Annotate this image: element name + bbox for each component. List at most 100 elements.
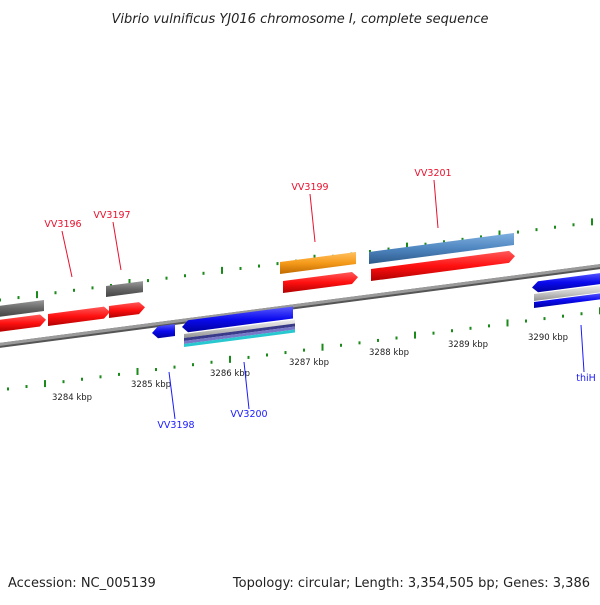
lower-tick	[562, 314, 564, 318]
upper-tick	[202, 271, 205, 275]
gene-label: VV3196	[44, 219, 81, 230]
upper-tick	[572, 223, 575, 227]
gene-leader-line	[309, 193, 316, 243]
gene-label: thiH	[576, 373, 596, 384]
misc-feature	[184, 323, 295, 341]
lower-tick	[358, 341, 361, 345]
kbp-label: 3288 kbp	[369, 348, 409, 358]
gene-leader-line	[112, 221, 122, 271]
upper-tick	[17, 296, 20, 300]
summary-text: Topology: circular; Length: 3,354,505 bp…	[232, 576, 590, 591]
forward-cds	[109, 302, 145, 318]
rna-feature	[0, 299, 44, 317]
lower-tick	[506, 319, 509, 327]
upper-tick	[184, 274, 186, 278]
upper-tick-track	[0, 218, 593, 302]
gene-leader-line	[243, 361, 250, 410]
upper-tick	[0, 298, 1, 302]
lower-tick	[25, 385, 28, 389]
lower-tick	[580, 312, 583, 316]
lower-tick	[543, 317, 546, 321]
upper-tick	[554, 225, 556, 229]
lower-tick	[229, 355, 231, 363]
lower-tick	[451, 329, 453, 333]
backbone-line	[0, 264, 600, 346]
lower-tick	[247, 355, 250, 359]
gene-leader-line	[580, 324, 585, 373]
lower-tick	[321, 343, 324, 351]
misc-feature	[184, 329, 295, 347]
upper-tick	[221, 266, 223, 274]
lower-tick	[62, 380, 65, 384]
upper-tick	[73, 288, 75, 292]
lower-tick	[340, 343, 342, 347]
gene-label: VV3198	[157, 420, 194, 431]
forward-cds	[0, 314, 46, 332]
lower-tick	[7, 387, 9, 391]
upper-tick	[480, 235, 482, 239]
upper-tick	[369, 249, 371, 253]
lower-tick	[173, 365, 176, 369]
upper-tick	[461, 237, 464, 241]
gene-label: VV3199	[291, 182, 328, 193]
rna-feature	[106, 281, 143, 297]
upper-tick	[147, 279, 149, 283]
gene-leader-line	[168, 371, 176, 420]
upper-tick	[54, 291, 57, 295]
upper-tick	[91, 286, 94, 290]
kbp-label: 3286 kbp	[210, 369, 250, 379]
lower-tick	[192, 363, 194, 367]
misc-feature	[534, 285, 600, 301]
lower-tick-track: 3284 kbp 3285 kbp 3286 kbp 3287 kbp 3288 kbp…	[7, 307, 600, 403]
lower-tick	[488, 324, 490, 328]
steelblue-feature	[369, 232, 514, 264]
kbp-label: 3285 kbp	[131, 380, 171, 390]
reverse-cds	[182, 306, 293, 333]
lower-tick	[136, 367, 139, 375]
gene-label: VV3197	[93, 210, 130, 221]
reverse-cds	[152, 323, 175, 339]
lower-tick	[81, 377, 83, 381]
lower-tick	[469, 326, 472, 330]
upper-tick	[128, 279, 131, 287]
lower-tick	[395, 336, 398, 340]
gene-leader-line	[433, 179, 439, 229]
lower-tick	[155, 368, 157, 372]
misc-feature	[184, 319, 295, 338]
lower-tick	[266, 353, 268, 357]
upper-tick	[498, 230, 501, 238]
lower-tick	[525, 319, 527, 323]
lower-tick	[303, 348, 305, 352]
lower-tick	[414, 331, 416, 339]
gene-label: VV3201	[414, 168, 451, 179]
upper-tick	[239, 266, 242, 270]
lower-tick	[99, 375, 102, 379]
label-layer: VV3196 VV3197 VV3198 VV3199 VV3200 VV3201 thiH	[44, 168, 595, 431]
lower-tick	[44, 380, 46, 388]
upper-tick	[36, 291, 38, 299]
upper-tick	[424, 242, 427, 246]
feature-track	[0, 232, 600, 347]
upper-tick	[517, 230, 519, 234]
kbp-label: 3284 kbp	[52, 393, 92, 403]
upper-tick	[591, 218, 593, 226]
kbp-label: 3287 kbp	[289, 358, 329, 368]
forward-cds	[283, 271, 358, 293]
upper-tick	[165, 276, 168, 280]
gene-leader-line	[61, 230, 73, 278]
upper-tick	[406, 242, 408, 250]
lower-tick	[377, 338, 379, 342]
lower-tick	[284, 351, 287, 355]
upper-tick	[276, 262, 279, 266]
reverse-cds	[532, 273, 600, 293]
upper-tick	[443, 240, 445, 244]
upper-tick	[535, 228, 538, 232]
orange-feature	[280, 252, 356, 274]
accession-text: Accession: NC_005139	[8, 576, 156, 591]
misc-feature	[184, 326, 295, 344]
upper-tick	[258, 264, 260, 268]
kbp-label: 3290 kbp	[528, 333, 568, 343]
forward-cds	[371, 250, 515, 281]
reverse-cds	[534, 293, 600, 308]
kbp-label: 3289 kbp	[448, 340, 488, 350]
